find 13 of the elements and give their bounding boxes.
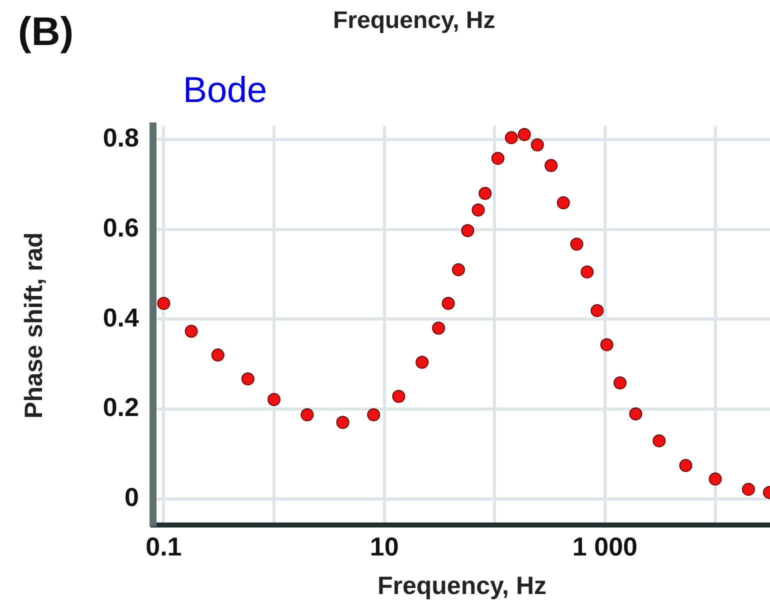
y-axis-title: Phase shift, rad bbox=[20, 232, 48, 418]
text: Bode bbox=[183, 69, 268, 110]
y-tick-label: 0.6 bbox=[102, 212, 139, 242]
y-tick-label: 0.8 bbox=[102, 122, 139, 153]
y-tick-label: 0.2 bbox=[102, 392, 139, 422]
x-tick-label: 0.1 bbox=[146, 532, 182, 562]
text: (B) bbox=[18, 10, 74, 54]
y-tick-label: 0.4 bbox=[102, 302, 140, 332]
x-tick-label: 10 bbox=[370, 532, 399, 562]
x-axis-title: Frequency, Hz bbox=[377, 572, 547, 600]
y-tick-label: 0 bbox=[124, 482, 139, 512]
text: Frequency, Hz bbox=[333, 7, 496, 34]
x-tick-label: 1 000 bbox=[572, 532, 638, 562]
